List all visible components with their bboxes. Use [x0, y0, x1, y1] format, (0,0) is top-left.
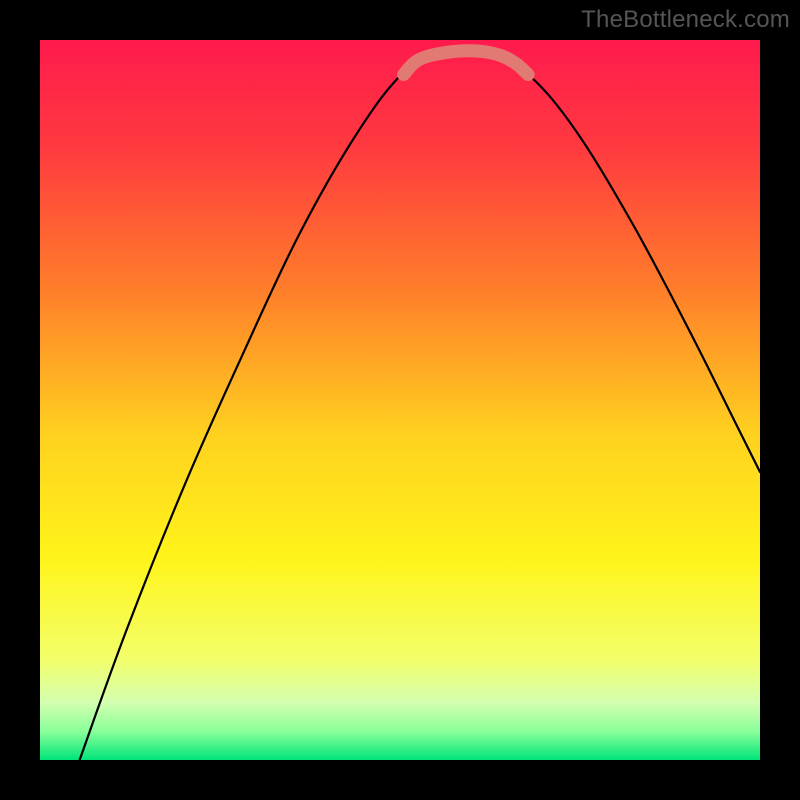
chart-frame: TheBottleneck.com — [0, 0, 800, 800]
plot-area — [40, 40, 760, 760]
attribution-label: TheBottleneck.com — [581, 6, 790, 34]
gradient-background — [40, 40, 760, 760]
chart-svg — [40, 40, 760, 760]
